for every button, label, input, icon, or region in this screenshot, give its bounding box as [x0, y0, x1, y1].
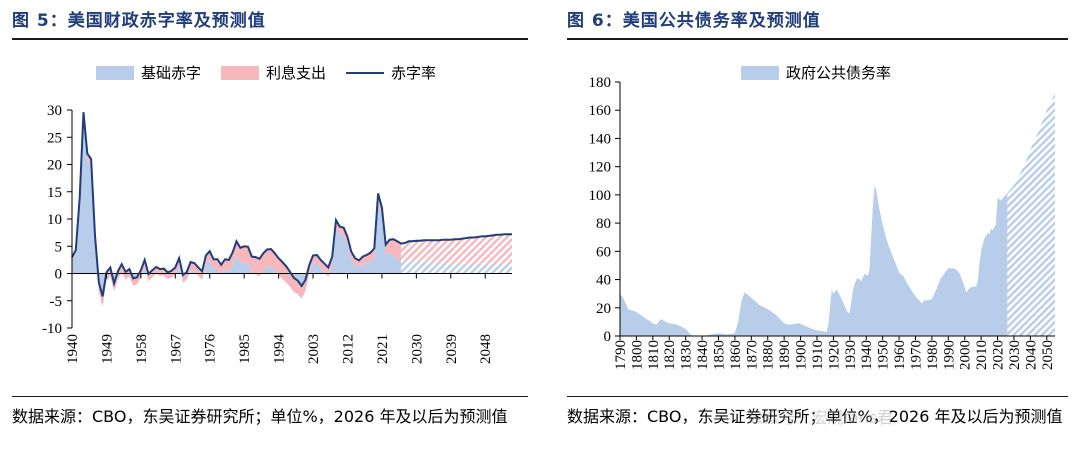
x-tick-label: 1870 — [744, 340, 760, 370]
y-tick-label: 30 — [47, 103, 62, 119]
x-tick-label: 1958 — [134, 334, 150, 364]
y-tick-label: 60 — [596, 244, 611, 260]
x-tick-label: 1810 — [646, 340, 662, 370]
legend-swatch-1 — [221, 66, 259, 80]
source-rule — [567, 396, 1068, 397]
legend-swatch-0 — [741, 66, 779, 80]
x-tick-label: 2010 — [974, 340, 990, 370]
x-tick-label: 1920 — [826, 340, 842, 370]
public-debt-area — [620, 186, 1008, 336]
x-tick-label: 2048 — [478, 334, 494, 364]
x-tick-label: 2050 — [1040, 340, 1056, 370]
watermark: 公众号 · 宏观fans君 — [748, 408, 894, 427]
y-tick-label: -10 — [42, 321, 62, 337]
deficit-chart-title: 图 5：美国财政赤字率及预测值 — [12, 11, 266, 31]
primary-deficit-area — [72, 117, 401, 307]
x-tick-label: 1820 — [662, 340, 678, 370]
debt-chart-source: 数据来源：CBO，东吴证券研究所；单位%，2026 年及以后为预测值 — [567, 407, 1063, 426]
x-tick-label: 2003 — [306, 334, 322, 364]
x-tick-label: 1976 — [203, 334, 219, 365]
deficit-chart-source: 数据来源：CBO，东吴证券研究所；单位%，2026 年及以后为预测值 — [12, 407, 508, 426]
y-tick-label: 160 — [589, 103, 612, 119]
x-tick-label: 1970 — [908, 340, 924, 370]
y-tick-label: 15 — [47, 185, 62, 201]
deficit-chart-panel: 图 5：美国财政赤字率及预测值 -10 -5 0 5 10 15 20 25 30 1940 194… — [12, 11, 528, 426]
x-tick-label: 1930 — [843, 340, 859, 370]
x-tick-label: 1860 — [728, 340, 744, 370]
x-tick-label: 1880 — [761, 340, 777, 370]
x-tick-label: 2040 — [1023, 340, 1039, 370]
y-tick-label: 80 — [596, 216, 611, 232]
x-tick-label: 1950 — [876, 340, 892, 370]
x-tick-label: 1800 — [629, 340, 645, 370]
legend-label-0: 政府公共债务率 — [786, 64, 891, 82]
debt-chart-title: 图 6：美国公共债务率及预测值 — [567, 11, 821, 31]
y-tick-label: 40 — [596, 273, 611, 289]
x-tick-label: 1980 — [925, 340, 941, 370]
x-tick-label: 1940 — [65, 334, 81, 364]
x-tick-label: 1985 — [237, 334, 253, 364]
x-tick-label: 1910 — [810, 340, 826, 370]
primary-deficit-forecast-area — [401, 260, 512, 274]
deficit-rate-line — [71, 112, 512, 297]
y-tick-label: 180 — [589, 75, 612, 91]
deficit-chart: -10 -5 0 5 10 15 20 25 30 1940 1949 1958 1967 1976 198… — [42, 64, 512, 365]
x-tick-label: 2000 — [958, 340, 974, 370]
y-tick-label: 5 — [55, 239, 63, 255]
y-tick-label: 120 — [589, 160, 612, 176]
y-tick-label: 0 — [55, 267, 63, 283]
interest-expense-forecast-area — [401, 234, 512, 265]
x-tick-label: 2030 — [1007, 340, 1023, 370]
y-tick-label: 10 — [47, 212, 62, 228]
legend-label-0: 基础赤字 — [141, 64, 201, 82]
title-rule — [567, 38, 1068, 40]
x-tick-label: 1830 — [679, 340, 695, 370]
source-rule — [12, 396, 528, 397]
y-tick-label: -5 — [50, 294, 63, 310]
x-tick-label: 2039 — [444, 334, 460, 364]
x-tick-label: 1890 — [777, 340, 793, 370]
x-tick-label: 2012 — [340, 334, 356, 364]
legend-label-2: 赤字率 — [391, 64, 436, 82]
interest-expense-area — [72, 112, 401, 307]
y-tick-label: 20 — [47, 158, 62, 174]
x-tick-label: 1840 — [695, 340, 711, 370]
legend-label-1: 利息支出 — [266, 64, 326, 82]
title-rule — [12, 38, 528, 40]
x-tick-label: 1940 — [859, 340, 875, 370]
x-tick-label: 1790 — [613, 340, 629, 370]
x-tick-label: 1960 — [892, 340, 908, 370]
x-tick-label: 1967 — [168, 334, 184, 365]
x-tick-label: 1900 — [794, 340, 810, 370]
legend-swatch-0 — [96, 66, 134, 80]
x-tick-label: 1994 — [272, 334, 288, 365]
x-tick-label: 2030 — [409, 334, 425, 364]
y-tick-label: 25 — [47, 130, 62, 146]
x-tick-label: 1949 — [99, 334, 115, 364]
x-tick-label: 2021 — [375, 334, 391, 364]
y-tick-label: 20 — [596, 301, 611, 317]
y-tick-label: 0 — [604, 329, 612, 345]
x-tick-label: 1850 — [711, 340, 727, 370]
x-tick-label: 1990 — [941, 340, 957, 370]
public-debt-forecast-area — [1007, 93, 1055, 336]
debt-chart-panel: 图 6：美国公共债务率及预测值 0 20 40 60 80 100 120 140 160 180… — [555, 0, 1080, 462]
y-tick-label: 140 — [589, 131, 612, 147]
y-tick-label: 100 — [589, 188, 612, 204]
x-tick-label: 2020 — [991, 340, 1007, 370]
